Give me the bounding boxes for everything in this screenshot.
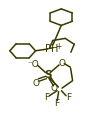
Text: O: O <box>58 59 65 68</box>
Text: O: O <box>32 79 39 88</box>
Text: PH: PH <box>45 44 58 54</box>
Text: F: F <box>44 93 49 102</box>
Text: F: F <box>66 93 71 102</box>
Text: F: F <box>55 99 60 108</box>
Text: S: S <box>44 70 52 80</box>
Text: O: O <box>50 84 57 93</box>
Text: ⁻O: ⁻O <box>28 60 39 69</box>
Text: +: + <box>55 42 62 51</box>
